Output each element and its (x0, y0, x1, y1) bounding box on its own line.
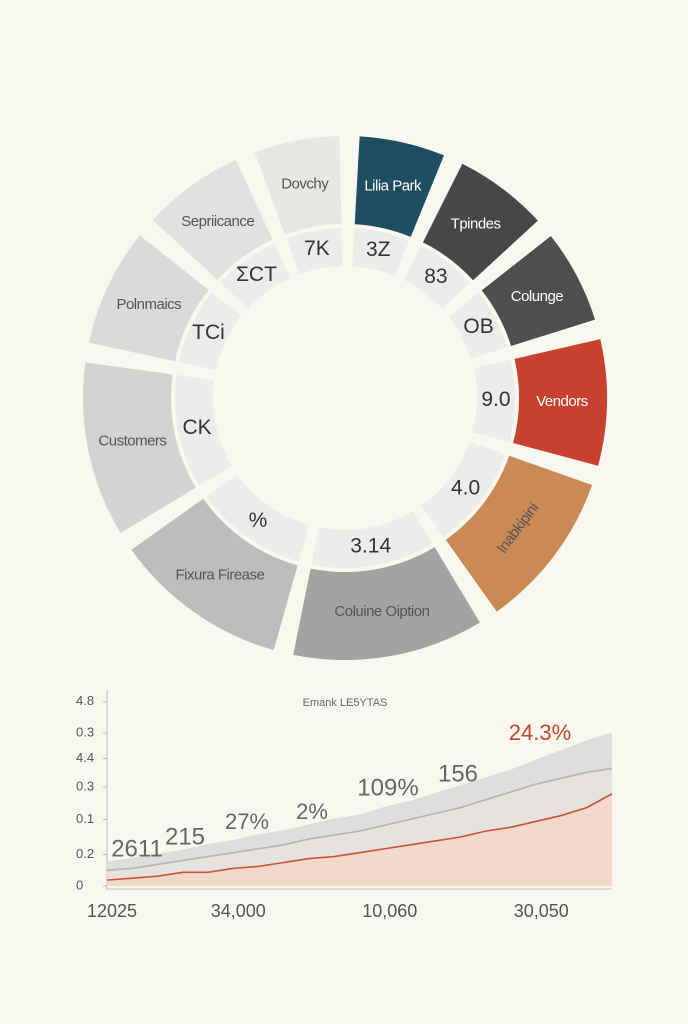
inner-label: 4.0 (451, 476, 480, 499)
y-tick-label: 4.4 (76, 750, 94, 765)
inner-label: 83 (424, 265, 447, 288)
series-line (106, 732, 613, 864)
x-tick-label: 34,000 (211, 901, 266, 921)
donut-segment (422, 163, 538, 281)
inner-segment (286, 228, 343, 275)
series-line (106, 793, 613, 881)
segment-label: Vendors (536, 393, 588, 410)
x-tick-label: 10,060 (362, 901, 417, 921)
inner-label: OB (463, 315, 493, 338)
inner-segment (206, 474, 310, 562)
segment-label: Dovchy (281, 176, 329, 193)
annotation: 2% (296, 799, 328, 824)
donut-segment (83, 362, 196, 533)
x-tick-label: 30,050 (514, 901, 569, 921)
y-tick-label: 0 (76, 877, 83, 892)
inner-segment (178, 292, 242, 371)
inner-segment (175, 374, 232, 486)
segment-label: Coluine Oiption (334, 603, 429, 620)
y-tick-label: 0.2 (76, 846, 94, 861)
series-line (106, 767, 613, 872)
inner-label: % (249, 509, 268, 532)
annotation: 24.3% (509, 720, 571, 745)
donut-segment (131, 498, 298, 651)
annotation: 109% (357, 774, 418, 801)
segment-label: Fixura Firease (175, 566, 264, 583)
segment-label: Polnmaics (116, 296, 181, 313)
inner-segment (404, 245, 471, 309)
inner-segment (472, 359, 515, 442)
annotation: 215 (165, 823, 205, 850)
inner-label: 9.0 (481, 388, 510, 411)
area-chart: Emank LE5YTAS 4.8 0.3 4.4 0.3 0.1 0.2 0 12025 34,… (76, 690, 613, 921)
inner-label: 3.14 (350, 534, 391, 557)
inner-segment (352, 228, 410, 276)
inner-segment (220, 243, 291, 309)
inner-label: ΣCT (236, 263, 277, 286)
donut-segment (513, 339, 608, 466)
annotation: 2611 (111, 835, 163, 862)
donut-segment (254, 136, 342, 235)
segment-label: Colunge (511, 288, 564, 305)
inner-segment (448, 292, 508, 359)
inner-label: CK (182, 416, 211, 439)
donut-segment (293, 547, 480, 660)
donut-segment (445, 455, 593, 612)
annotation: 156 (438, 760, 478, 787)
inner-label: 7K (304, 237, 330, 260)
donut-segment (354, 136, 444, 237)
segment-label: Tpindes (451, 216, 501, 233)
area-fill (107, 793, 612, 886)
y-tick-label: 0.3 (76, 725, 94, 740)
inner-label: 3Z (366, 238, 391, 261)
donut-segment (481, 235, 596, 346)
inner-label: TCi (192, 321, 225, 344)
y-tick-label: 4.8 (76, 693, 94, 708)
inner-segment (421, 441, 506, 537)
chart-title: Emank LE5YTAS (303, 697, 388, 709)
annotation: 27% (225, 809, 269, 834)
inner-segment (311, 511, 433, 568)
segment-label: Sepriicance (181, 213, 254, 230)
segment-label: Customers (98, 433, 166, 450)
y-tick-label: 0.3 (76, 778, 94, 793)
donut-chart: Lilia Park 3Z Tpindes 83 Colunge OB Vendors 9.0… (83, 136, 608, 660)
y-tick-label: 0.1 (76, 811, 94, 826)
x-tick-label: 12025 (87, 901, 137, 921)
donut-segment (88, 235, 209, 362)
segment-label: Lilia Park (364, 177, 422, 194)
donut-segment (152, 159, 273, 280)
